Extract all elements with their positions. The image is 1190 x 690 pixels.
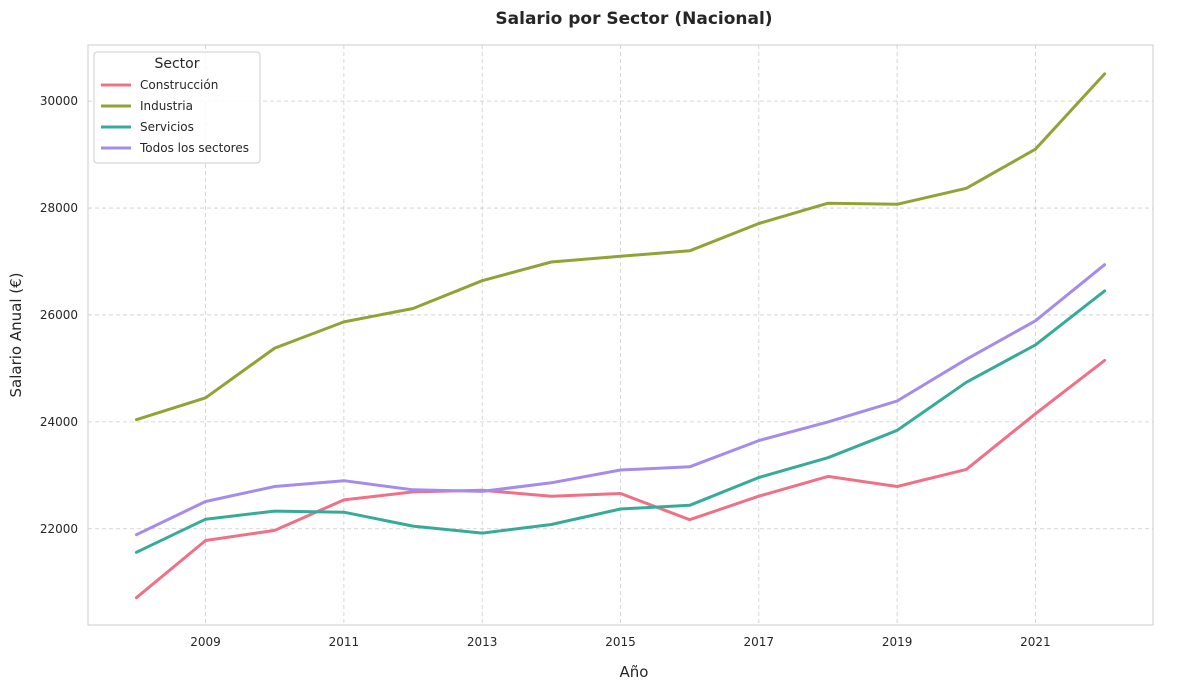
- chart-title: Salario por Sector (Nacional): [495, 9, 772, 29]
- y-tick-label: 28000: [40, 201, 78, 215]
- x-tick-label: 2019: [882, 635, 913, 649]
- x-axis-ticks: 2009 2011 2013 2015 2017 2019 2021: [190, 635, 1050, 649]
- x-tick-label: 2015: [605, 635, 636, 649]
- series-line-0: [134, 358, 1107, 600]
- legend-entry: Construcción: [140, 78, 218, 92]
- legend-title: Sector: [154, 56, 199, 72]
- series-line-1: [134, 72, 1107, 422]
- x-tick-label: 2017: [744, 635, 775, 649]
- x-tick-label: 2021: [1020, 635, 1051, 649]
- legend-box: [93, 51, 261, 164]
- y-tick-label: 30000: [40, 94, 78, 108]
- y-tick-label: 24000: [40, 415, 78, 429]
- x-tick-label: 2011: [329, 635, 360, 649]
- x-tick-label: 2009: [190, 635, 221, 649]
- series-lines: [134, 72, 1107, 600]
- legend-entry: Todos los sectores: [139, 141, 249, 155]
- y-axis-ticks: 22000 24000 26000 28000 30000: [40, 94, 78, 536]
- plot-area-frame: [87, 44, 1154, 626]
- grid: [88, 45, 1153, 625]
- series-line-3: [134, 263, 1107, 537]
- x-tick-label: 2013: [467, 635, 498, 649]
- y-axis-label: Salario Anual (€): [7, 272, 25, 397]
- legend-entry: Industria: [140, 99, 193, 113]
- y-tick-label: 26000: [40, 308, 78, 322]
- legend-entry: Servicios: [140, 120, 194, 134]
- x-axis-label: Año: [620, 663, 649, 681]
- series-line-2: [134, 289, 1107, 554]
- legend: Sector Construcción Industria Servicios Tod…: [93, 51, 261, 164]
- y-tick-label: 22000: [40, 522, 78, 536]
